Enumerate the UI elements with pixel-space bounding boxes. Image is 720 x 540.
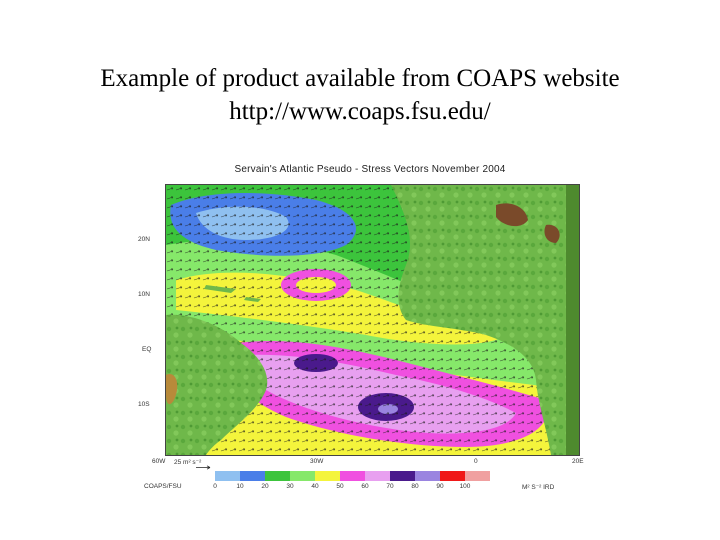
lat-label-eq: EQ bbox=[142, 346, 152, 353]
africa-landmass bbox=[391, 185, 579, 455]
colorbar-tick-label: 30 bbox=[286, 483, 294, 490]
stress-vector-map-figure: Servain's Atlantic Pseudo - Stress Vecto… bbox=[130, 160, 590, 500]
colorbar-swatch bbox=[415, 471, 440, 481]
lon-label-20e: 20E bbox=[572, 458, 584, 465]
colorbar-tick-label: 100 bbox=[459, 483, 471, 490]
slide-title: Example of product available from COAPS … bbox=[0, 62, 720, 128]
scale-vector-arrow-icon bbox=[196, 465, 211, 470]
lat-label-20n: 20N bbox=[138, 236, 150, 243]
lon-label-0: 0 bbox=[474, 458, 478, 465]
colorbar-swatch bbox=[465, 471, 490, 481]
south-america-landmass bbox=[166, 314, 268, 455]
colorbar-tick-label: 60 bbox=[361, 483, 369, 490]
east-africa-terrain bbox=[566, 185, 579, 455]
units-label: M² S⁻² IRD bbox=[522, 484, 555, 491]
andes-terrain bbox=[166, 374, 178, 405]
colorbar-tick-label: 0 bbox=[213, 483, 217, 490]
colorbar-tick-label: 70 bbox=[386, 483, 394, 490]
colorbar-swatch bbox=[340, 471, 365, 481]
map-plot-area bbox=[165, 184, 580, 456]
colorbar-swatch bbox=[390, 471, 415, 481]
colorbar-swatch bbox=[215, 471, 240, 481]
colorbar-tick-label: 50 bbox=[336, 483, 344, 490]
lat-label-10n: 10N bbox=[138, 291, 150, 298]
slide-title-line-1: Example of product available from COAPS … bbox=[100, 65, 620, 92]
lon-label-60w: 60W bbox=[152, 458, 166, 465]
lat-label-10s: 10S bbox=[138, 401, 150, 408]
colorbar-swatch bbox=[365, 471, 390, 481]
colorbar bbox=[215, 471, 490, 481]
contour-map bbox=[166, 185, 579, 455]
africa-highlands bbox=[496, 203, 560, 243]
colorbar-tick-label: 20 bbox=[261, 483, 269, 490]
colorbar-swatch bbox=[240, 471, 265, 481]
credit-label: COAPS/FSU bbox=[144, 483, 182, 490]
slide-title-line-2: http://www.coaps.fsu.edu/ bbox=[229, 98, 491, 125]
lon-label-30w: 30W bbox=[310, 458, 324, 465]
scale-vector-label: 25 m² s⁻² bbox=[174, 459, 202, 466]
colorbar-swatch bbox=[290, 471, 315, 481]
colorbar-swatch bbox=[440, 471, 465, 481]
colorbar-tick-label: 10 bbox=[236, 483, 244, 490]
colorbar-tick-label: 90 bbox=[436, 483, 444, 490]
caribbean-islands bbox=[204, 285, 261, 302]
colorbar-tick-label: 80 bbox=[411, 483, 419, 490]
colorbar-tick-label: 40 bbox=[311, 483, 319, 490]
map-title: Servain's Atlantic Pseudo - Stress Vecto… bbox=[234, 164, 506, 175]
colorbar-swatch bbox=[265, 471, 290, 481]
colorbar-swatch bbox=[315, 471, 340, 481]
